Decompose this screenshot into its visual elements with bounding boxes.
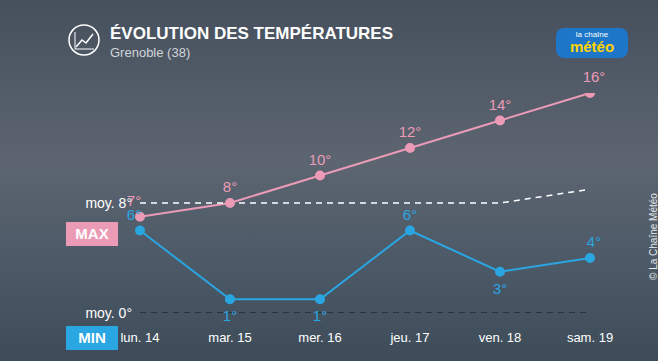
svg-text:jeu. 17: jeu. 17 bbox=[389, 330, 429, 345]
html-text:Grenoble (38): Grenoble (38) bbox=[110, 45, 191, 60]
svg-text:6°: 6° bbox=[403, 206, 417, 223]
svg-text:1°: 1° bbox=[313, 307, 327, 324]
html-text:MIN: MIN bbox=[78, 329, 106, 346]
html-text:la chaîne: la chaîne bbox=[575, 30, 609, 39]
svg-text:lun. 14: lun. 14 bbox=[120, 330, 159, 345]
svg-text:1°: 1° bbox=[223, 307, 237, 324]
svg-text:10°: 10° bbox=[309, 151, 332, 168]
svg-text:3°: 3° bbox=[493, 280, 507, 297]
svg-text:sam. 19: sam. 19 bbox=[567, 330, 613, 345]
svg-text:moy. 8°: moy. 8° bbox=[85, 195, 132, 211]
html-text:© La Chaîne Météo: © La Chaîne Météo bbox=[648, 193, 658, 280]
svg-text:6°: 6° bbox=[126, 205, 142, 223]
svg-text:4°: 4° bbox=[587, 233, 601, 250]
svg-text:moy. 0°: moy. 0° bbox=[85, 305, 132, 321]
svg-text:14°: 14° bbox=[489, 96, 512, 113]
svg-text:ven. 18: ven. 18 bbox=[479, 330, 522, 345]
svg-text:mar. 15: mar. 15 bbox=[208, 330, 251, 345]
svg-text:16°: 16° bbox=[583, 68, 606, 85]
svg-text:8°: 8° bbox=[223, 178, 237, 195]
html-text:MAX: MAX bbox=[75, 225, 109, 242]
svg-text:12°: 12° bbox=[399, 123, 422, 140]
html-text:météo: météo bbox=[569, 38, 615, 55]
html-text:ÉVOLUTION DES TEMPÉRATURES: ÉVOLUTION DES TEMPÉRATURES bbox=[110, 24, 393, 43]
svg-text:mer. 16: mer. 16 bbox=[298, 330, 341, 345]
